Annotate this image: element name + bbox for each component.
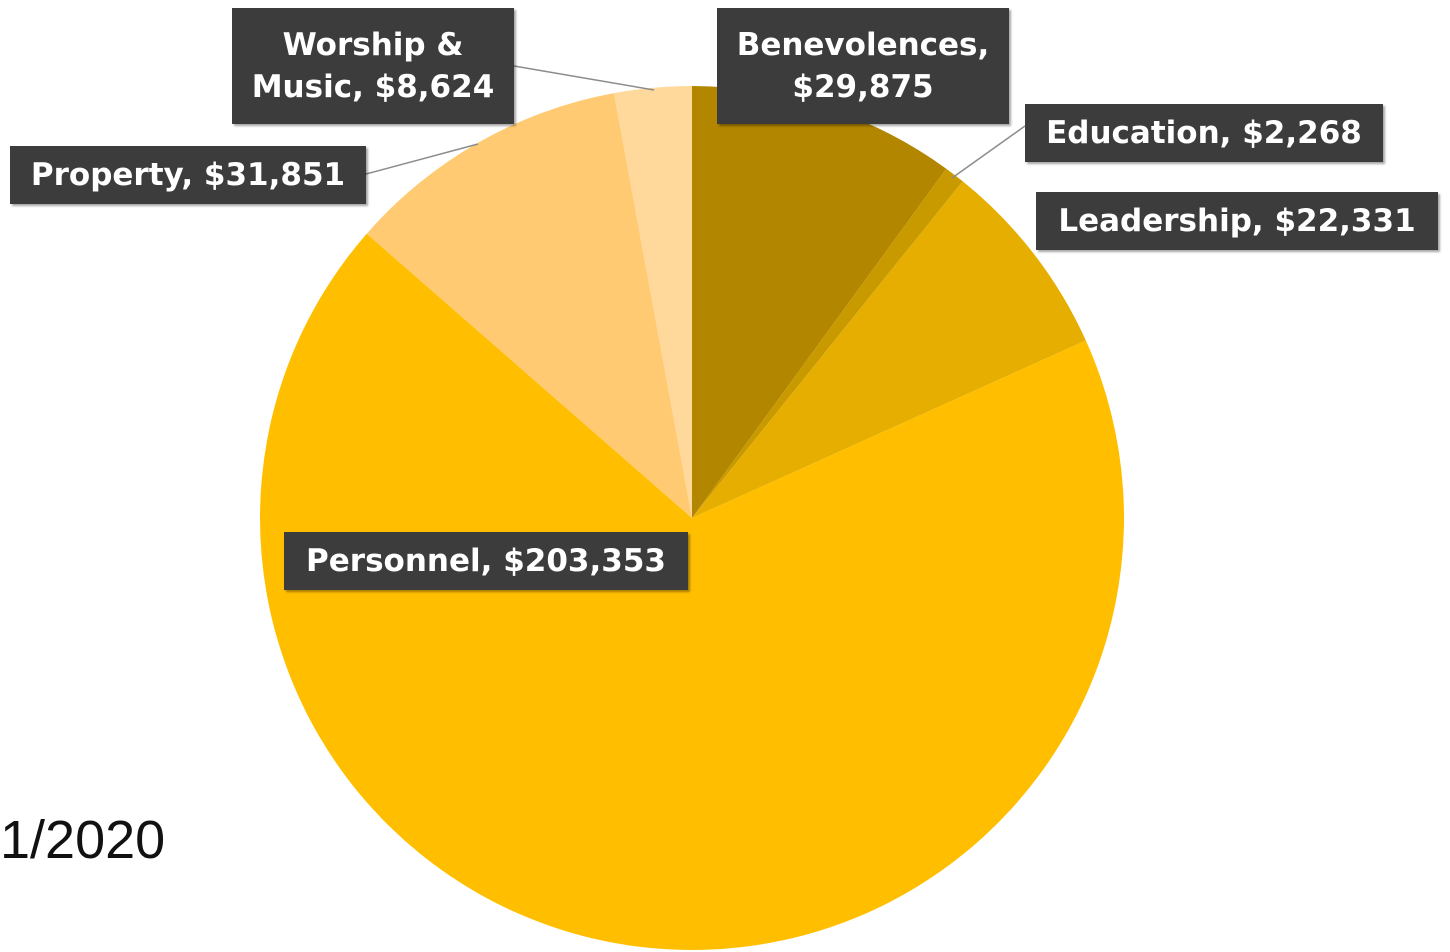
data-label-line: Personnel, $203,353 — [306, 543, 666, 579]
leader-lines — [365, 65, 1026, 179]
data-label-line: Education, $2,268 — [1046, 115, 1362, 151]
data-label-benevolences: Benevolences, $29,875 — [717, 8, 1009, 124]
data-label-line: Benevolences, — [736, 27, 990, 63]
data-label-worship-music: Worship & Music, $8,624 — [232, 8, 514, 124]
pie-slices — [259, 86, 1124, 951]
data-label-leadership: Leadership, $22,331 — [1036, 192, 1438, 250]
data-label-property: Property, $31,851 — [10, 146, 366, 204]
pie-slice-worship-music — [613, 86, 692, 518]
data-label-line: Property, $31,851 — [30, 157, 346, 193]
data-label-education: Education, $2,268 — [1025, 104, 1383, 162]
leader-line-worship-music — [513, 65, 655, 91]
pie-slice-personnel — [259, 233, 1124, 951]
leader-line-education — [951, 125, 1026, 179]
data-label-personnel: Personnel, $203,353 — [284, 532, 688, 590]
data-label-line: Leadership, $22,331 — [1058, 203, 1416, 239]
pie-slice-property — [366, 93, 692, 519]
data-label-line: Music, $8,624 — [251, 69, 495, 105]
leader-line-property — [365, 143, 479, 175]
pie-slice-leadership — [692, 181, 1086, 518]
pie-slice-education — [692, 168, 963, 519]
data-label-line: Worship & — [282, 27, 464, 63]
date-text: 1/2020 — [0, 810, 166, 870]
data-label-line: $29,875 — [792, 69, 934, 105]
pie-slice-benevolences — [692, 86, 947, 518]
